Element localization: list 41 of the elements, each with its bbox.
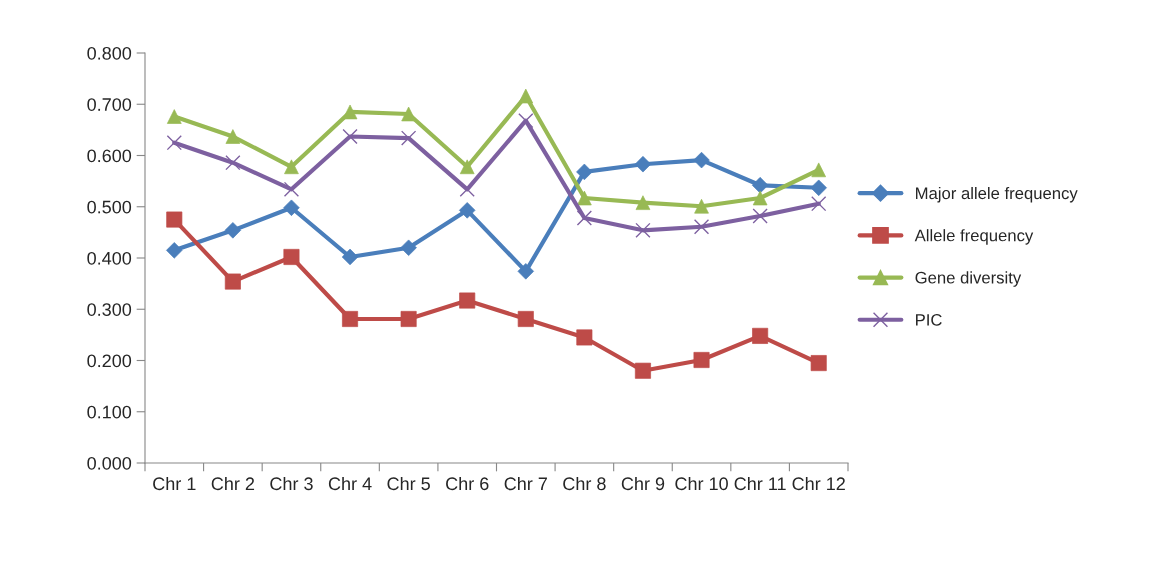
point <box>224 222 242 239</box>
y-tick-label: 0.300 <box>87 303 132 316</box>
y-tick-label: 0.600 <box>87 149 132 163</box>
point <box>342 128 358 145</box>
point <box>283 181 300 197</box>
x-tick-label: Chr 10 <box>675 476 728 491</box>
point <box>752 208 768 224</box>
y-tick-label: 0.100 <box>87 405 132 419</box>
x-tick-label: Chr 5 <box>387 476 430 491</box>
y-tick-label: 0.200 <box>87 354 132 368</box>
point <box>693 352 710 368</box>
y-tick-label: 0.800 <box>87 46 132 60</box>
point <box>225 155 241 171</box>
x-tick-label: Chr 7 <box>504 476 547 491</box>
point <box>224 273 241 290</box>
point <box>811 196 827 212</box>
point <box>400 130 417 146</box>
x-tick-label: Chr 4 <box>328 476 372 491</box>
legend-label: Major allele frequency <box>916 186 1078 203</box>
legend-label: Gene diversity <box>915 271 1022 287</box>
y-tick-label: 0.700 <box>87 98 132 111</box>
x-tick-label: Chr 9 <box>621 476 665 491</box>
x-tick-label: Chr 2 <box>211 476 255 491</box>
point <box>635 222 651 238</box>
point <box>283 199 300 216</box>
x-tick-label: Chr 11 <box>734 476 786 491</box>
legend-label: Allele frequency <box>914 229 1034 245</box>
point <box>166 135 182 151</box>
y-tick-label: 0.500 <box>87 200 132 214</box>
x-tick-label: Chr 3 <box>270 476 313 491</box>
x-tick-label: Chr 6 <box>446 476 489 491</box>
x-tick-label: Chr 1 <box>153 476 196 491</box>
y-tick-label: 0.000 <box>87 456 132 470</box>
y-tick-label: 0.400 <box>87 251 132 265</box>
legend-label: PIC <box>916 313 942 326</box>
point <box>518 113 534 129</box>
point <box>576 210 593 226</box>
x-tick-label: Chr 8 <box>563 476 606 491</box>
x-tick-label: Chr 12 <box>792 476 845 491</box>
point <box>517 311 534 327</box>
point <box>693 219 710 235</box>
